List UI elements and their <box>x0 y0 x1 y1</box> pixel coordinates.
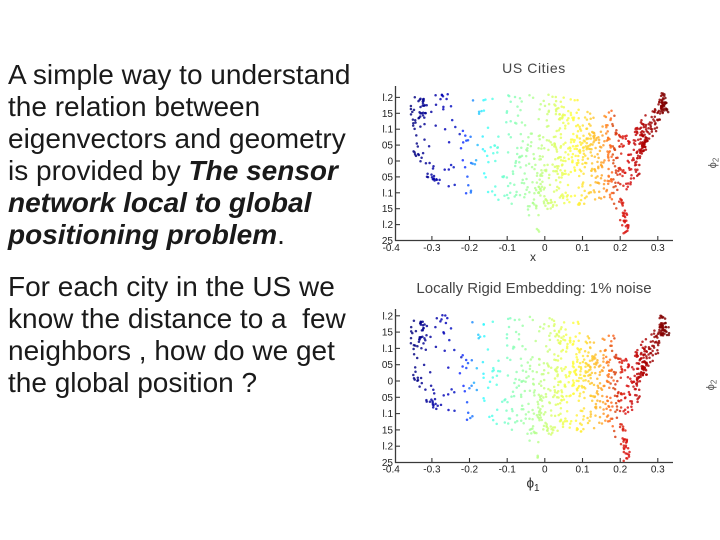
svg-text:0.3: 0.3 <box>651 243 665 254</box>
svg-text:0: 0 <box>387 157 393 168</box>
svg-text:l.2: l.2 <box>382 93 393 104</box>
svg-text:0.2: 0.2 <box>613 243 627 254</box>
svg-text:-0.1: -0.1 <box>499 465 517 476</box>
svg-text:0: 0 <box>542 465 548 476</box>
svg-text:l.2: l.2 <box>382 311 393 322</box>
svg-text:US Cities: US Cities <box>502 60 566 76</box>
svg-text:ϕ2: ϕ2 <box>707 157 720 168</box>
svg-text:05: 05 <box>382 141 394 152</box>
svg-text:0.3: 0.3 <box>651 465 665 476</box>
svg-text:l.1: l.1 <box>382 409 393 420</box>
svg-text:l.1: l.1 <box>382 188 393 199</box>
svg-text:-0.4: -0.4 <box>383 243 401 254</box>
svg-text:l.1: l.1 <box>382 344 393 355</box>
svg-text:ϕ1: ϕ1 <box>526 476 540 495</box>
svg-text:05: 05 <box>382 172 394 183</box>
svg-text:0: 0 <box>542 243 548 254</box>
svg-text:25: 25 <box>382 236 394 247</box>
svg-text:0.1: 0.1 <box>576 465 590 476</box>
svg-text:0.1: 0.1 <box>576 243 590 254</box>
svg-text:l.2: l.2 <box>382 442 393 453</box>
svg-text:ϕ2: ϕ2 <box>705 379 719 390</box>
svg-text:-0.3: -0.3 <box>423 243 441 254</box>
svg-text:-0.2: -0.2 <box>461 465 479 476</box>
svg-text:15: 15 <box>382 204 394 215</box>
svg-text:05: 05 <box>382 360 394 371</box>
svg-text:-0.4: -0.4 <box>383 465 401 476</box>
svg-text:15: 15 <box>382 109 394 120</box>
svg-text:l.1: l.1 <box>382 125 393 136</box>
svg-text:05: 05 <box>382 393 394 404</box>
svg-text:0: 0 <box>387 377 393 388</box>
svg-text:l.2: l.2 <box>382 220 393 231</box>
svg-text:-0.3: -0.3 <box>423 465 441 476</box>
svg-text:Locally Rigid Embedding: 1% no: Locally Rigid Embedding: 1% noise <box>416 280 651 297</box>
svg-text:-0.1: -0.1 <box>499 243 517 254</box>
svg-text:25: 25 <box>382 458 394 469</box>
svg-text:-0.2: -0.2 <box>461 243 479 254</box>
svg-text:x: x <box>530 250 536 264</box>
svg-text:0.2: 0.2 <box>613 465 627 476</box>
svg-text:15: 15 <box>382 425 394 436</box>
svg-text:15: 15 <box>382 328 394 339</box>
